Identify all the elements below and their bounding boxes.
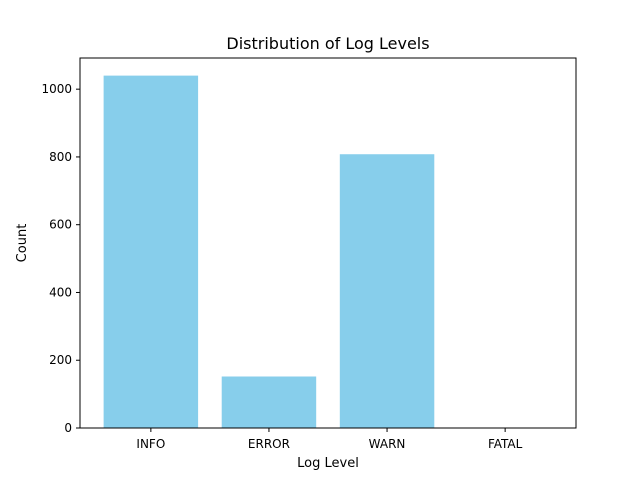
chart-title: Distribution of Log Levels (226, 34, 429, 53)
y-tick-label: 1000 (41, 82, 72, 96)
y-axis-label: Count (15, 224, 30, 263)
y-tick-label: 600 (49, 218, 72, 232)
x-axis-label: Log Level (297, 456, 359, 471)
y-tick-label: 200 (49, 353, 72, 367)
y-axis-ticks: 0 200 400 600 800 1000 (41, 82, 80, 435)
x-tick-label: ERROR (248, 437, 290, 451)
x-tick-label: WARN (369, 437, 406, 451)
x-tick-label: FATAL (488, 437, 523, 451)
y-tick-label: 800 (49, 150, 72, 164)
y-tick-label: 400 (49, 285, 72, 299)
bar-info (103, 75, 199, 429)
plot-frame (79, 57, 577, 429)
y-tick-label: 0 (64, 421, 72, 435)
bar-error (221, 376, 317, 428)
x-tick-label: INFO (136, 437, 165, 451)
bars-layer (103, 75, 435, 429)
x-axis-ticks: INFO ERROR WARN FATAL (136, 428, 523, 451)
bar-warn (339, 154, 435, 429)
